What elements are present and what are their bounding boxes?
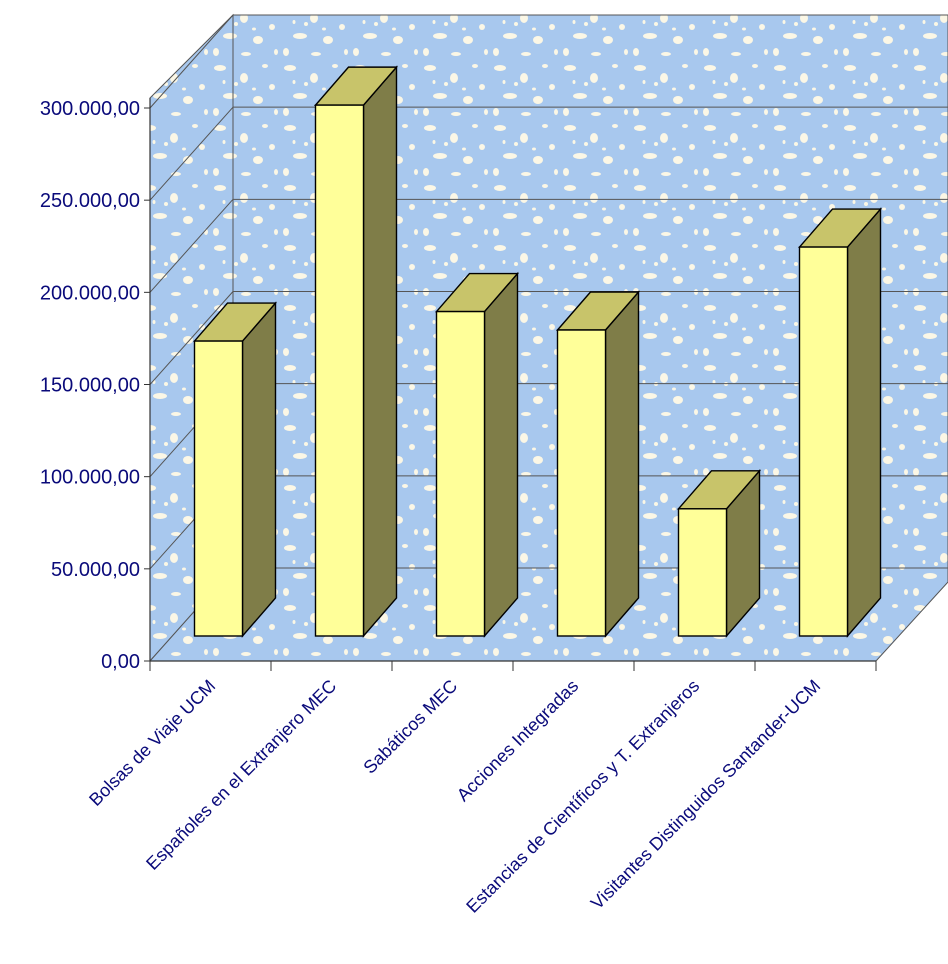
bar-front	[677, 508, 728, 637]
bar-front	[435, 310, 486, 637]
bar-side	[362, 65, 398, 638]
bar-side	[483, 271, 519, 638]
y-tick-label: 50.000,00	[51, 559, 140, 581]
category-label: Españoles en el Extranjero MEC	[142, 676, 340, 874]
gridline-side	[149, 291, 234, 385]
category-label: Bolsas de Viaje UCM	[85, 676, 219, 810]
y-tick-label: 250.000,00	[40, 190, 140, 212]
bar-side	[846, 207, 882, 638]
bar-side	[241, 301, 277, 638]
y-tick-label: 300.000,00	[40, 98, 140, 120]
category-label: Sabáticos MEC	[359, 676, 461, 778]
bar	[797, 207, 883, 638]
bars	[192, 65, 883, 638]
y-tick-label: 150.000,00	[40, 375, 140, 397]
y-tick-label: 200.000,00	[40, 282, 140, 304]
category-label: Estancias de Científicos y T. Extranjero…	[462, 676, 703, 917]
bar-front	[556, 329, 607, 637]
category-label: Acciones Integradas	[453, 676, 582, 805]
gridline-side	[149, 106, 234, 201]
bar	[676, 468, 762, 638]
gridline-side	[149, 14, 234, 109]
bar-side	[604, 290, 640, 638]
bar-front	[798, 246, 849, 637]
bar-front	[314, 104, 365, 637]
category-label: Visitantes Distinguidos Santander-UCM	[587, 676, 824, 913]
bar-front	[193, 340, 244, 637]
x-axis	[149, 660, 877, 671]
y-tick-label: 100.000,00	[40, 467, 140, 489]
bar	[555, 290, 641, 638]
y-axis: 0,00 50.000,00 100.000,00 150.000,00 200.000…	[40, 98, 151, 673]
bar	[192, 301, 278, 638]
y-tick-label: 0,00	[101, 651, 140, 673]
gridline-side	[149, 199, 234, 293]
bar	[434, 271, 520, 638]
bar	[313, 65, 399, 638]
